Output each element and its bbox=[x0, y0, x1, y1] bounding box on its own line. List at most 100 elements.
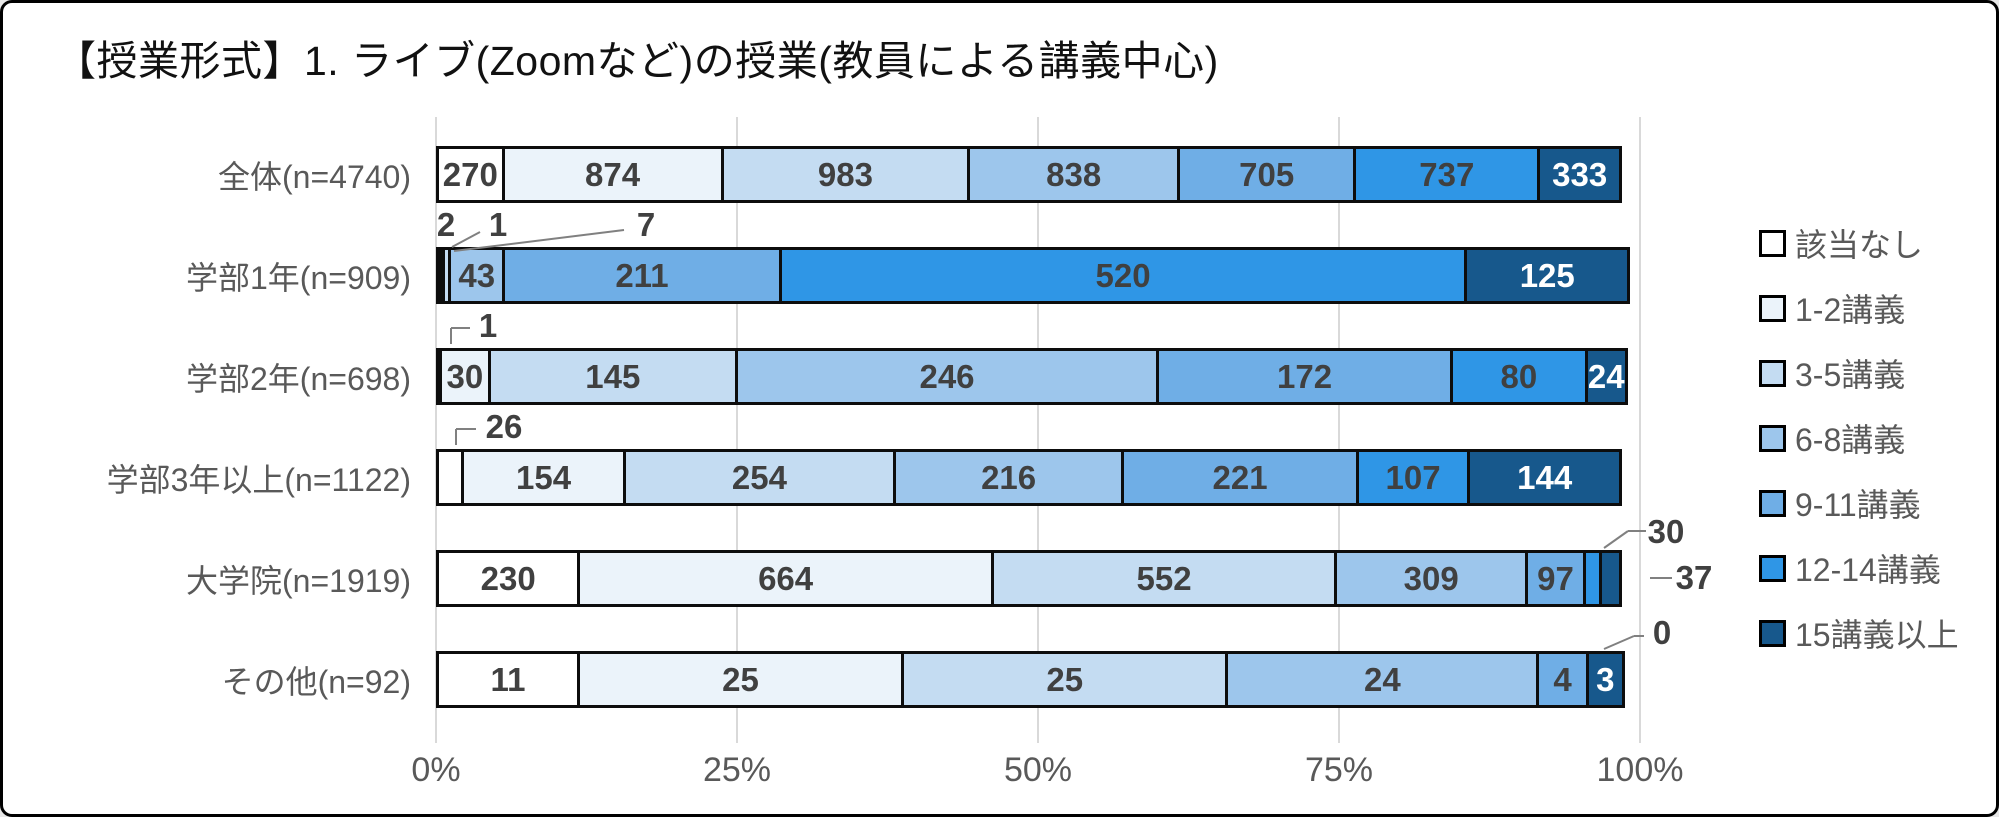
row-label: 学部1年(n=909) bbox=[186, 259, 411, 296]
bar-segment: 552 bbox=[990, 550, 1338, 607]
x-axis-tick-label: 50% bbox=[1003, 751, 1073, 789]
segment-value-label: 309 bbox=[1403, 559, 1459, 597]
segment-value-label: 230 bbox=[480, 559, 536, 597]
bar-segment: 705 bbox=[1177, 146, 1357, 203]
bar-segment: 154 bbox=[460, 449, 627, 506]
segment-value-label: 24 bbox=[1363, 660, 1401, 698]
segment-value-label: 107 bbox=[1385, 458, 1441, 496]
bar-segment: 309 bbox=[1334, 550, 1529, 607]
bar-segment: 216 bbox=[892, 449, 1125, 506]
x-axis-tick-label: 25% bbox=[702, 751, 772, 789]
bar-segment: 24 bbox=[1584, 348, 1628, 405]
segment-value-label: 216 bbox=[981, 458, 1037, 496]
segment-value-label: 97 bbox=[1537, 559, 1574, 597]
bar-segment: 874 bbox=[501, 146, 724, 203]
row-label: その他(n=92) bbox=[221, 663, 411, 700]
bar-segment: 125 bbox=[1464, 247, 1630, 304]
segment-value-label: 43 bbox=[458, 256, 496, 294]
callout-leader-lines bbox=[1603, 635, 1644, 650]
legend-item: 6-8講義 bbox=[1759, 418, 1905, 458]
chart-title: 【授業形式】1. ライブ(Zoomなど)の授業(教員による講義中心) bbox=[55, 38, 1219, 84]
row-label: 学部2年(n=698) bbox=[186, 360, 411, 397]
legend-item: 1-2講義 bbox=[1759, 288, 1905, 328]
gridline bbox=[1037, 117, 1039, 743]
x-axis-tick-label: 75% bbox=[1304, 751, 1374, 789]
legend-label: 9-11講義 bbox=[1795, 487, 1921, 523]
bar-segment: 333 bbox=[1537, 146, 1622, 203]
bar-segment: 144 bbox=[1467, 449, 1622, 506]
segment-value-label: 221 bbox=[1212, 458, 1268, 496]
row-label: 大学院(n=1919) bbox=[186, 562, 411, 599]
bar-segment: 24 bbox=[1225, 651, 1540, 708]
segment-value-label: 838 bbox=[1046, 155, 1102, 193]
gridline bbox=[435, 117, 437, 743]
segment-value-label: 664 bbox=[758, 559, 814, 597]
legend-label: 1-2講義 bbox=[1795, 292, 1906, 328]
x-axis-tick-label: 100% bbox=[1596, 751, 1684, 789]
segment-value-label: 737 bbox=[1419, 155, 1475, 193]
legend-swatch-icon bbox=[1759, 554, 1786, 582]
segment-value-label: 172 bbox=[1276, 357, 1333, 395]
bar-segment: 25 bbox=[901, 651, 1229, 708]
segment-value-label: 144 bbox=[1517, 458, 1573, 496]
legend-item: 9-11講義 bbox=[1759, 483, 1921, 523]
stacked-bar: 43 211 520 125 bbox=[436, 247, 1640, 304]
segment-value-label: 246 bbox=[919, 357, 975, 395]
stacked-bar: 11 25 25 24 4 3 bbox=[436, 651, 1640, 708]
bar-segment: 11 bbox=[436, 651, 580, 708]
segment-value-label: 254 bbox=[731, 458, 787, 496]
bar-segment: 520 bbox=[778, 247, 1468, 304]
callout-value-label: 37 bbox=[1675, 559, 1713, 596]
callout-value-label: 1 bbox=[478, 307, 498, 344]
legend-item: 15講義以上 bbox=[1759, 613, 1959, 653]
bar-segment: 145 bbox=[487, 348, 738, 405]
segment-value-label: 270 bbox=[442, 155, 498, 193]
callout-leader-lines bbox=[1603, 530, 1672, 579]
gridline bbox=[1338, 117, 1340, 743]
bar-segment bbox=[1598, 550, 1622, 607]
legend-swatch-icon bbox=[1759, 489, 1786, 517]
legend-item: 12-14講義 bbox=[1759, 548, 1941, 588]
gridline bbox=[736, 117, 738, 743]
stacked-bar: 154 254 216 221 107 144 bbox=[436, 449, 1640, 506]
legend-item: 3-5講義 bbox=[1759, 353, 1905, 393]
legend-item: 該当なし bbox=[1759, 223, 1923, 263]
segment-value-label: 30 bbox=[446, 357, 484, 395]
segment-value-label: 333 bbox=[1552, 155, 1608, 193]
bar-segment: 43 bbox=[448, 247, 506, 304]
segment-value-label: 24 bbox=[1587, 357, 1625, 395]
legend-label: 該当なし bbox=[1795, 227, 1924, 263]
segment-value-label: 80 bbox=[1500, 357, 1538, 395]
legend-swatch-icon bbox=[1759, 229, 1786, 257]
callout-value-label: 7 bbox=[636, 206, 656, 243]
callout-leader-lines bbox=[450, 327, 470, 344]
legend-label: 6-8講義 bbox=[1795, 422, 1906, 458]
segment-value-label: 552 bbox=[1136, 559, 1192, 597]
callout-leader-lines bbox=[451, 229, 625, 252]
bar-segment: 270 bbox=[436, 146, 505, 203]
segment-value-label: 3 bbox=[1596, 660, 1615, 698]
gridline bbox=[1639, 117, 1641, 743]
bar-segment: 97 bbox=[1525, 550, 1586, 607]
stacked-bar: 230 664 552 309 97 bbox=[436, 550, 1640, 607]
callout-value-label: 1 bbox=[488, 206, 508, 243]
bar-segment: 3 bbox=[1585, 651, 1625, 708]
callout-value-label: 26 bbox=[485, 408, 523, 445]
bar-segment: 221 bbox=[1121, 449, 1359, 506]
legend-swatch-icon bbox=[1759, 619, 1786, 647]
callout-value-label: 30 bbox=[1647, 513, 1685, 550]
segment-value-label: 520 bbox=[1095, 256, 1151, 294]
stacked-bar: 270 874 983 838 705 737 333 bbox=[436, 146, 1640, 203]
segment-value-label: 11 bbox=[490, 660, 526, 698]
row-label: 学部3年以上(n=1122) bbox=[106, 461, 411, 498]
row-label: 全体(n=4740) bbox=[218, 158, 411, 195]
segment-value-label: 25 bbox=[722, 660, 759, 698]
bar-segment: 211 bbox=[502, 247, 782, 304]
legend-swatch-icon bbox=[1759, 294, 1786, 322]
callout-leader-lines bbox=[455, 428, 476, 445]
callout-value-label: 0 bbox=[1652, 614, 1672, 651]
segment-value-label: 211 bbox=[615, 256, 669, 294]
segment-value-label: 983 bbox=[817, 155, 873, 193]
segment-value-label: 125 bbox=[1519, 256, 1575, 294]
